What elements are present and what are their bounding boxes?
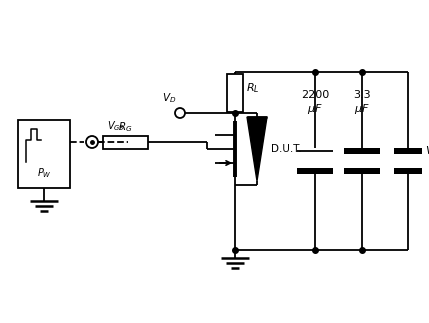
Bar [297,168,333,174]
Bar [394,168,422,174]
FancyBboxPatch shape [18,120,70,188]
Text: $\mu F$: $\mu F$ [307,102,323,116]
Text: 2200: 2200 [301,90,329,100]
Text: $V_D$: $V_D$ [162,91,176,105]
Text: 3.3: 3.3 [353,90,371,100]
Bar [344,148,380,154]
Text: $\mu F$: $\mu F$ [354,102,370,116]
Text: $V_{DD}$: $V_{DD}$ [425,144,429,158]
Bar [344,168,380,174]
Text: $V_{GS}$: $V_{GS}$ [107,119,125,133]
Bar [394,148,422,154]
Text: $R_G$: $R_G$ [118,120,133,134]
FancyBboxPatch shape [227,74,243,111]
Text: D.U.T.: D.U.T. [271,144,302,154]
Polygon shape [247,117,267,181]
FancyBboxPatch shape [103,136,148,149]
Text: $R_L$: $R_L$ [246,82,260,95]
Text: $P_W$: $P_W$ [36,166,51,180]
